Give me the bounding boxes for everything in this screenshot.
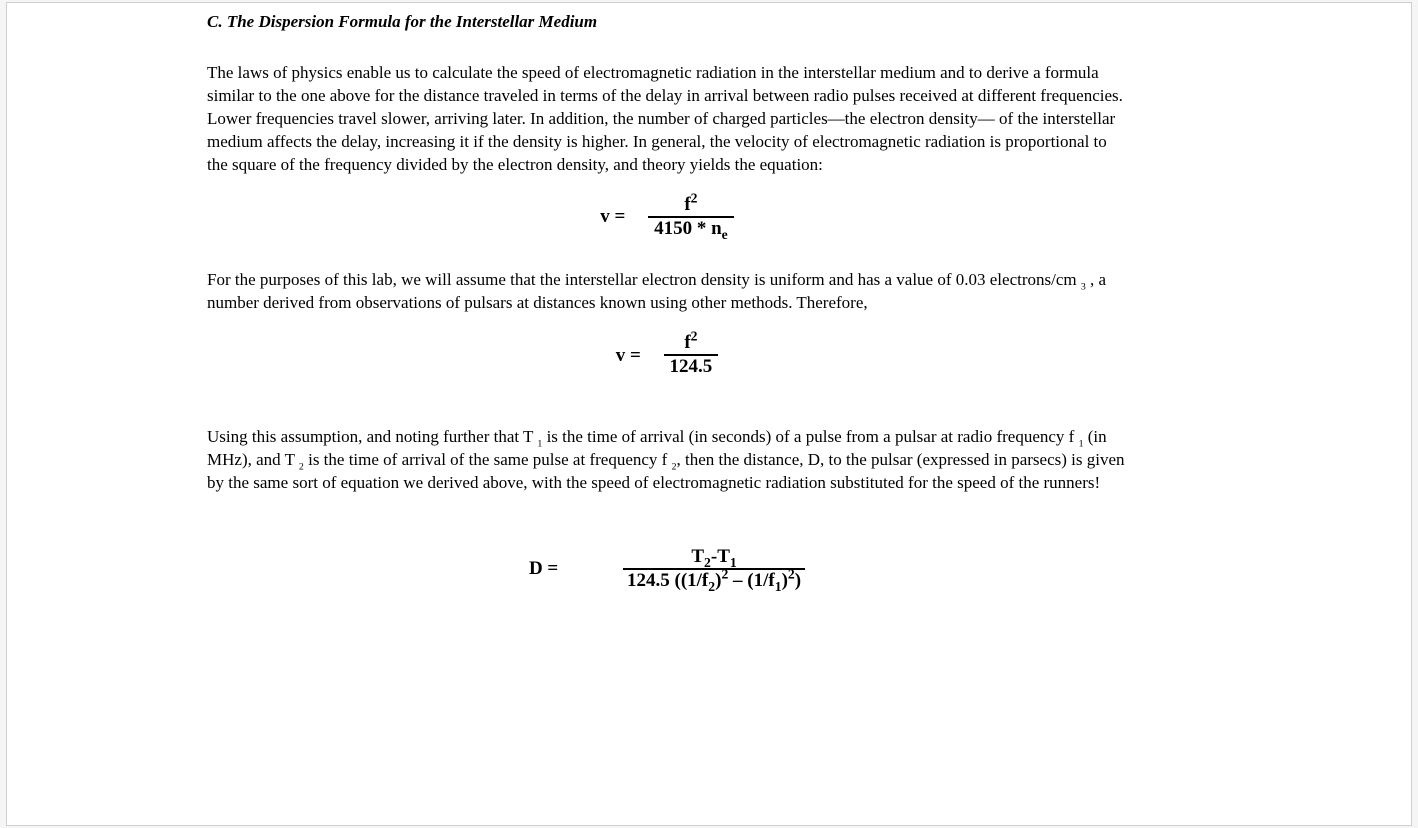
para3-b: is the time of arrival (in seconds) of a… bbox=[542, 427, 1078, 446]
eq3-den-a: 124.5 ((1/f bbox=[627, 570, 708, 591]
para2-a: For the purposes of this lab, we will as… bbox=[207, 270, 1081, 289]
document-content: C. The Dispersion Formula for the Inters… bbox=[207, 3, 1127, 592]
paragraph-2: For the purposes of this lab, we will as… bbox=[207, 269, 1127, 315]
eq3-num-s1: 1 bbox=[730, 555, 737, 570]
paragraph-1: The laws of physics enable us to calcula… bbox=[207, 62, 1127, 177]
eq1-lhs: v = bbox=[600, 204, 643, 230]
eq1-num-sup: 2 bbox=[691, 190, 698, 205]
eq3-num-T: T bbox=[691, 546, 704, 567]
spacer bbox=[207, 509, 1127, 529]
eq2-fraction: f2 124.5 bbox=[664, 333, 719, 378]
para3-d: is the time of arrival of the same pulse… bbox=[304, 450, 672, 469]
eq1-den-pre: 4150 * n bbox=[654, 218, 722, 239]
eq3-den-s1: 1 bbox=[775, 578, 782, 593]
eq1-den-sub: e bbox=[722, 226, 728, 241]
equation-velocity-ne: v = f2 4150 * ne bbox=[207, 195, 1127, 240]
eq2-den: 124.5 bbox=[664, 356, 719, 378]
eq3-den-c: – (1/f bbox=[728, 570, 774, 591]
equation-velocity-1245: v = f2 124.5 bbox=[207, 333, 1127, 378]
eq3-lhs: D = bbox=[529, 556, 618, 582]
eq3-num-s2: 2 bbox=[704, 555, 711, 570]
eq2-num-sup: 2 bbox=[691, 329, 698, 344]
eq3-fraction: T2-T1 124.5 ((1/f2)2 – (1/f1)2) bbox=[623, 547, 805, 592]
para3-a: Using this assumption, and noting furthe… bbox=[207, 427, 537, 446]
eq2-lhs: v = bbox=[616, 343, 659, 369]
equation-distance: D = T2-T1 124.5 ((1/f2)2 – (1/f1)2) bbox=[207, 547, 1127, 592]
document-page: C. The Dispersion Formula for the Inters… bbox=[6, 2, 1412, 826]
eq3-num-dash: -T bbox=[711, 546, 730, 567]
paragraph-3: Using this assumption, and noting furthe… bbox=[207, 426, 1127, 495]
eq3-den-e: ) bbox=[795, 570, 801, 591]
eq3-den-p2b: 2 bbox=[788, 566, 795, 581]
spacer bbox=[207, 408, 1127, 426]
eq1-fraction: f2 4150 * ne bbox=[648, 195, 734, 240]
section-heading: C. The Dispersion Formula for the Inters… bbox=[207, 11, 1127, 34]
